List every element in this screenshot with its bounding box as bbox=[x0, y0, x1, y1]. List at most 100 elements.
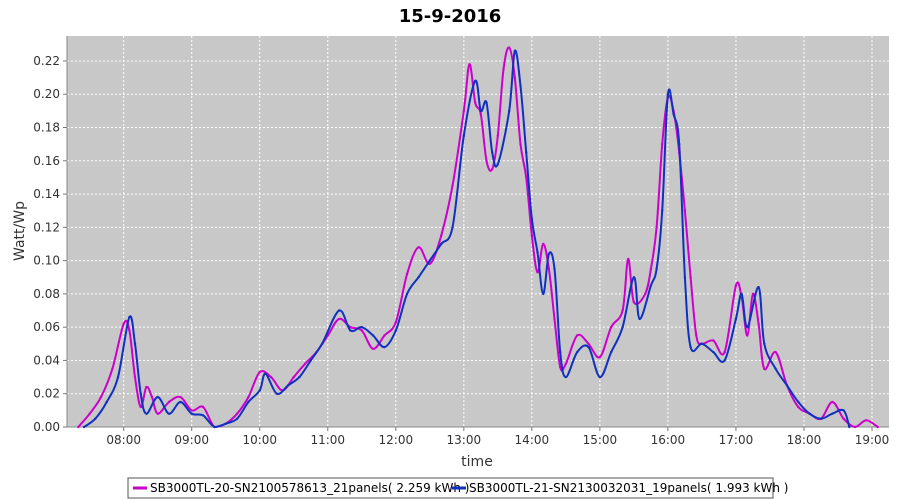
data-point bbox=[797, 405, 800, 409]
data-point bbox=[462, 109, 465, 113]
x-tick-label: 09:00 bbox=[174, 433, 209, 447]
data-point bbox=[576, 350, 579, 354]
plot-background bbox=[67, 36, 889, 427]
data-point bbox=[258, 389, 261, 392]
chart-title: 15-9-2016 bbox=[399, 6, 502, 27]
y-tick-label: 0.02 bbox=[33, 387, 60, 401]
data-point bbox=[213, 425, 216, 429]
data-point bbox=[496, 162, 499, 166]
data-point bbox=[576, 334, 579, 337]
data-point bbox=[235, 412, 239, 415]
data-point bbox=[655, 267, 658, 271]
data-point bbox=[139, 405, 142, 409]
data-point bbox=[519, 142, 522, 146]
data-point bbox=[247, 395, 250, 399]
data-point bbox=[150, 395, 154, 399]
data-point bbox=[542, 292, 545, 296]
data-point bbox=[405, 292, 409, 296]
x-tick-label: 13:00 bbox=[447, 433, 482, 447]
data-point bbox=[156, 412, 159, 415]
data-point bbox=[672, 113, 675, 116]
data-point bbox=[77, 425, 80, 429]
data-point bbox=[740, 292, 743, 296]
data-point bbox=[156, 395, 159, 399]
data-point bbox=[451, 184, 454, 187]
data-point bbox=[536, 271, 539, 274]
data-point bbox=[621, 326, 624, 329]
data-point bbox=[819, 417, 823, 420]
data-point bbox=[712, 350, 715, 354]
data-point bbox=[94, 417, 97, 420]
data-point bbox=[689, 276, 692, 279]
data-point bbox=[564, 375, 568, 379]
data-point bbox=[468, 63, 471, 66]
data-point bbox=[349, 329, 352, 332]
data-point bbox=[462, 134, 465, 137]
data-point bbox=[298, 375, 301, 379]
data-point bbox=[275, 392, 278, 395]
data-point bbox=[655, 226, 658, 229]
data-point bbox=[383, 334, 386, 337]
data-point bbox=[519, 84, 522, 88]
data-point bbox=[99, 395, 103, 399]
data-point bbox=[145, 385, 148, 389]
data-point bbox=[751, 292, 755, 296]
axes: 0.00 0.02 0.04 0.06 0.08 0.10 0.12 0.14 0.16 0.18… bbox=[33, 36, 889, 447]
data-point bbox=[485, 101, 488, 104]
data-point bbox=[644, 292, 647, 296]
y-tick-label: 0.10 bbox=[33, 254, 60, 268]
y-tick-label: 0.16 bbox=[33, 154, 60, 168]
data-point bbox=[559, 365, 562, 369]
data-point bbox=[610, 350, 613, 354]
x-tick-label: 16:00 bbox=[651, 433, 686, 447]
data-point bbox=[547, 252, 551, 256]
series-layer bbox=[77, 46, 879, 429]
data-point bbox=[133, 342, 137, 345]
data-point bbox=[428, 262, 431, 266]
data-point bbox=[865, 419, 868, 422]
data-point bbox=[513, 76, 516, 79]
data-point bbox=[235, 417, 239, 420]
data-point bbox=[763, 367, 766, 370]
y-tick-label: 0.20 bbox=[33, 87, 60, 101]
data-point bbox=[145, 412, 148, 415]
data-point bbox=[746, 334, 749, 337]
data-point bbox=[394, 321, 397, 324]
data-point bbox=[774, 350, 777, 354]
x-tick-label: 11:00 bbox=[310, 433, 345, 447]
data-point bbox=[502, 68, 505, 71]
data-point bbox=[559, 350, 562, 354]
data-point bbox=[695, 334, 698, 337]
data-point bbox=[360, 326, 363, 329]
data-point bbox=[808, 412, 811, 415]
data-point bbox=[627, 257, 630, 261]
data-point bbox=[530, 217, 534, 221]
data-point bbox=[320, 342, 324, 345]
data-point bbox=[128, 316, 131, 319]
data-point bbox=[309, 359, 312, 362]
data-point bbox=[417, 276, 420, 279]
data-point bbox=[394, 329, 397, 332]
data-point bbox=[848, 425, 851, 429]
data-point bbox=[763, 342, 766, 345]
data-point bbox=[831, 400, 834, 404]
data-point bbox=[723, 359, 726, 362]
data-point bbox=[598, 355, 602, 359]
y-axis-title: Watt/Wp bbox=[12, 201, 28, 261]
data-point bbox=[167, 400, 171, 404]
data-point bbox=[513, 49, 516, 53]
data-point bbox=[128, 329, 131, 332]
data-point bbox=[661, 142, 664, 146]
data-point bbox=[734, 317, 738, 321]
data-point bbox=[683, 209, 687, 212]
data-point bbox=[247, 400, 250, 404]
data-point bbox=[88, 412, 91, 415]
data-point bbox=[491, 151, 494, 154]
data-point bbox=[451, 226, 454, 229]
data-point bbox=[258, 370, 261, 374]
data-point bbox=[547, 267, 551, 271]
data-point bbox=[337, 309, 341, 312]
data-point bbox=[610, 326, 613, 329]
legend: SB3000TL-20-SN2100578613_21panels( 2.259… bbox=[127, 477, 788, 499]
data-point bbox=[474, 101, 477, 104]
